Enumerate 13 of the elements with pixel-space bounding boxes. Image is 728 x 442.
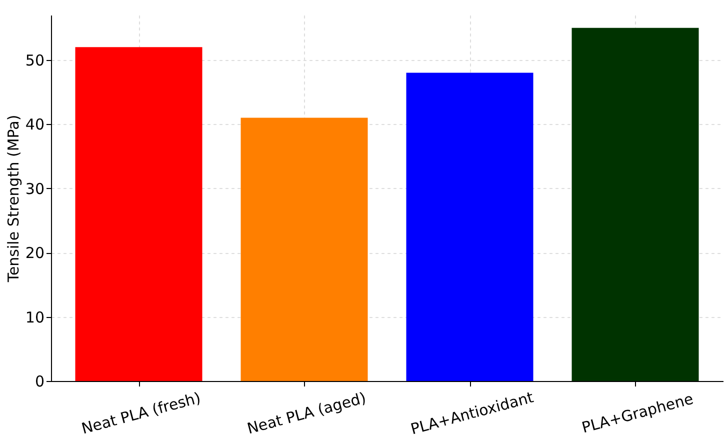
y-tick-label: 50 <box>25 51 44 70</box>
bar <box>572 28 699 381</box>
y-tick-label: 0 <box>34 372 44 390</box>
y-tick-label: 20 <box>25 244 44 262</box>
x-tick-label: Neat PLA (fresh) <box>80 388 203 438</box>
y-tick-label: 40 <box>25 116 44 134</box>
bar <box>406 72 534 381</box>
bar <box>240 118 368 381</box>
y-tick-label: 10 <box>25 308 44 326</box>
bar <box>75 47 202 381</box>
y-axis-title: Tensile Strength (MPa) <box>4 114 22 284</box>
y-tick-label: 30 <box>25 180 44 198</box>
x-tick-label: Neat PLA (aged) <box>245 388 368 438</box>
